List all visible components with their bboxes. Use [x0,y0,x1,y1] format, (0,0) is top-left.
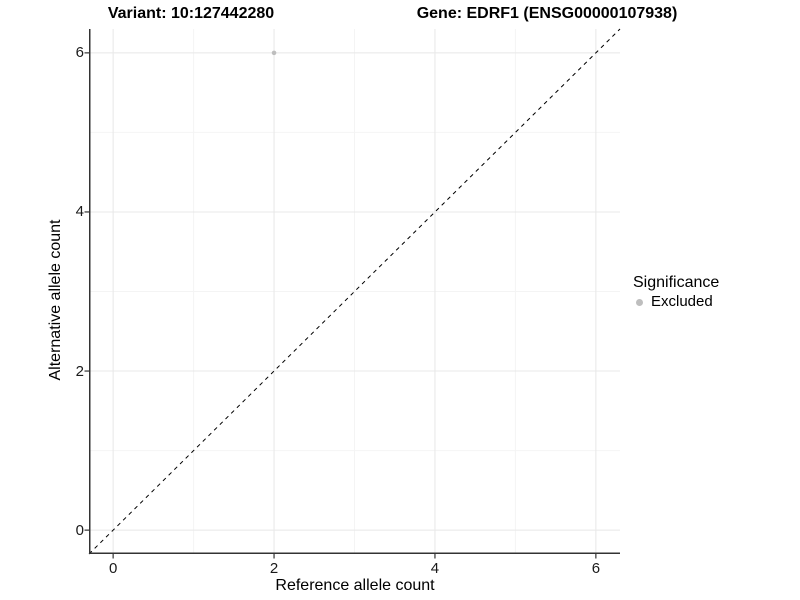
x-tick-label: 4 [430,560,440,577]
plot-canvas [84,28,621,559]
gene-title: Gene: EDRF1 (ENSG00000107938) [416,5,678,22]
y-tick-label: 6 [75,44,84,62]
x-axis-label: Reference allele count [275,577,435,594]
legend: Significance Excluded [633,273,719,311]
data-point [271,50,277,56]
variant-title: Variant: 10:127442280 [107,5,275,22]
y-axis-label: Alternative allele count [47,219,64,381]
excluded-point-swatch [636,298,643,306]
x-tick-label: 0 [108,560,118,577]
plot-panel [84,28,621,559]
x-tick-label: 6 [591,560,601,577]
legend-title: Significance [633,274,720,291]
legend-entry-label: Excluded [651,293,713,310]
y-tick-label: 4 [75,203,84,221]
legend-entry-excluded: Excluded [636,293,719,311]
y-tick-label: 2 [75,362,84,380]
x-tick-label: 2 [269,560,279,577]
y-tick-label: 0 [75,521,84,539]
